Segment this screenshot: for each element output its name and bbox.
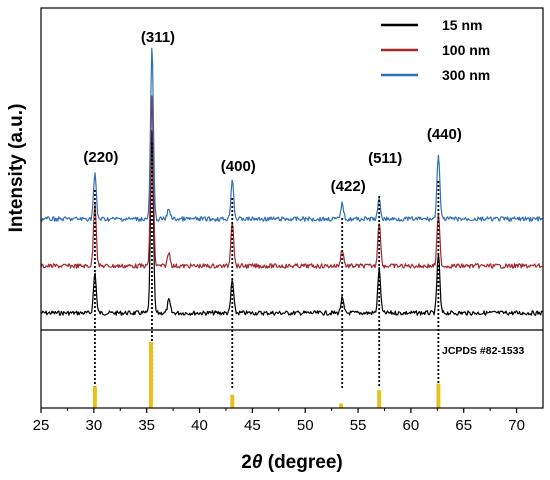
x-tick-label-60: 60 <box>403 417 420 434</box>
series-line-300-nm <box>40 47 543 222</box>
x-axis-title-symbol: θ <box>252 452 263 473</box>
x-axis-title-suffix: (degree) <box>262 452 342 473</box>
x-axis-title: 2θ (degree) <box>241 452 342 473</box>
reference-bar-2 <box>230 394 235 408</box>
x-tick-label-35: 35 <box>138 417 155 434</box>
legend-label-300-nm: 300 nm <box>442 67 490 83</box>
peak-label-220: (220) <box>83 149 118 166</box>
x-tick-label-40: 40 <box>191 417 208 434</box>
reference-bars <box>92 342 441 408</box>
reference-label: JCPDS #82-1533 <box>442 345 524 357</box>
peak-label-311: (311) <box>141 29 175 46</box>
series-layer <box>40 47 543 316</box>
series-line-100-nm <box>40 95 543 269</box>
peak-label-422: (422) <box>331 178 366 195</box>
x-tick-label-25: 25 <box>33 417 50 434</box>
x-tick-label-55: 55 <box>350 417 367 434</box>
x-tick-label-65: 65 <box>455 417 472 434</box>
axes: 25 30 35 40 45 50 55 60 65 70 <box>33 7 544 434</box>
reference-bar-0 <box>92 386 97 408</box>
reference-bar-5 <box>436 383 441 408</box>
x-axis-title-prefix: 2 <box>241 452 252 473</box>
x-tick-label-70: 70 <box>508 417 525 434</box>
legend-label-15-nm: 15 nm <box>442 17 482 33</box>
series-line-15-nm <box>40 130 543 316</box>
x-tick-label-50: 50 <box>297 417 314 434</box>
reference-bar-3 <box>339 403 344 408</box>
peak-label-511: (511) <box>368 150 402 167</box>
y-axis-title: Intensity (a.u.) <box>6 104 27 233</box>
peak-labels: (220) (311) (400) (422)(511) (440) <box>83 29 462 195</box>
peak-label-400: (400) <box>221 158 256 175</box>
peak-label-440: (440) <box>427 126 462 143</box>
reference-bar-4 <box>377 390 382 408</box>
legend-label-100-nm: 100 nm <box>442 42 490 58</box>
plot-frame <box>40 7 544 409</box>
reference-bar-1 <box>148 342 153 408</box>
x-tick-label-45: 45 <box>244 417 261 434</box>
legend: 15 nm 100 nm 300 nm <box>381 17 490 83</box>
x-tick-label-30: 30 <box>85 417 102 434</box>
